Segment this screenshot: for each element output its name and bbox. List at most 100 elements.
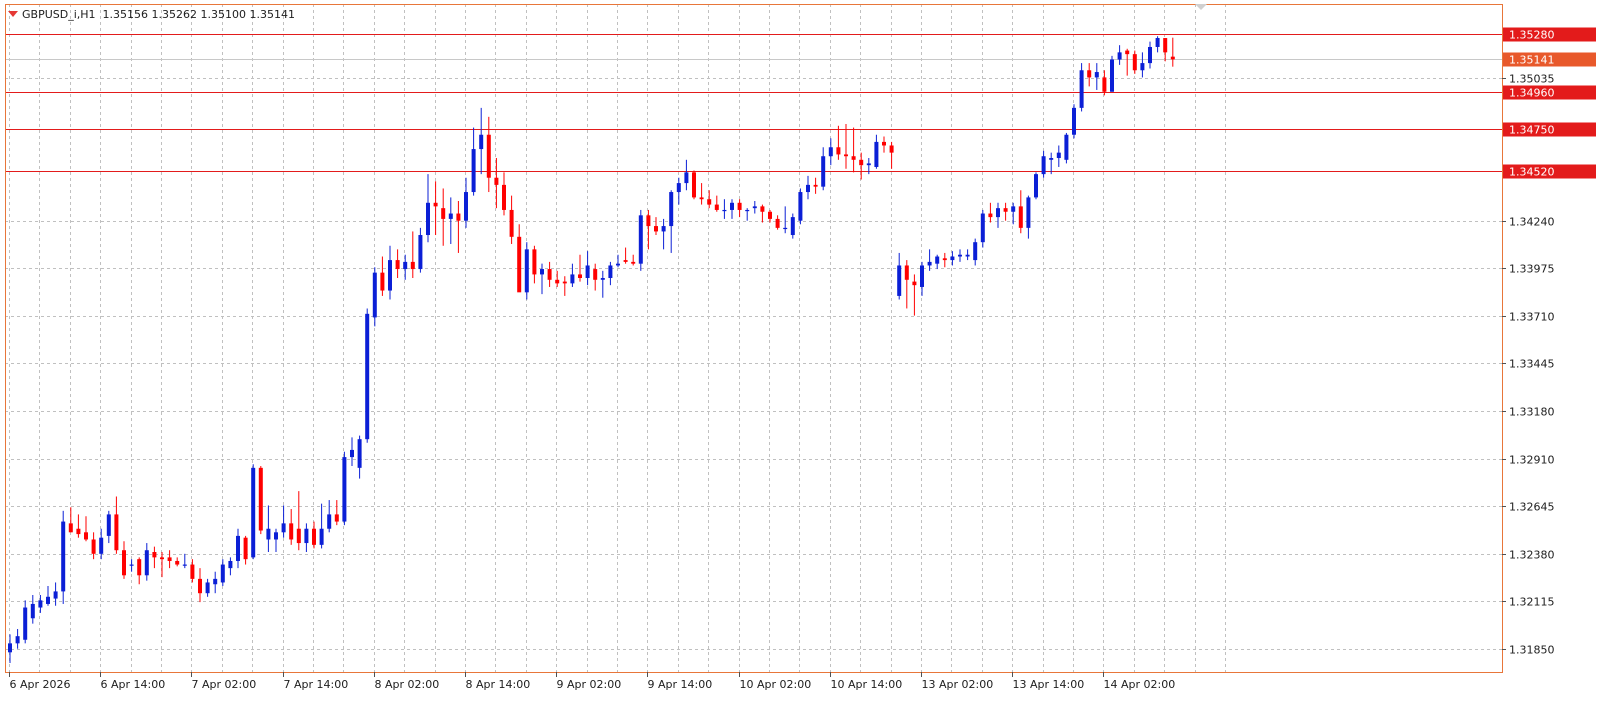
candle-body xyxy=(783,227,788,230)
candle-body xyxy=(813,184,818,187)
candle-body xyxy=(1163,38,1168,53)
candle xyxy=(91,532,96,560)
y-tick-label: 1.31850 xyxy=(1509,644,1555,657)
candle xyxy=(935,254,940,270)
candle-body xyxy=(669,192,674,227)
candle-body xyxy=(980,213,985,243)
candle-body xyxy=(509,209,514,237)
candle-body xyxy=(600,278,605,280)
candle-body xyxy=(243,537,248,560)
candle xyxy=(1026,195,1031,239)
hline-price-tag xyxy=(1503,27,1596,42)
candle-body xyxy=(1170,56,1175,60)
candle-body xyxy=(1117,52,1122,60)
candle xyxy=(205,578,210,597)
candle xyxy=(1140,52,1145,78)
candle xyxy=(190,559,195,583)
candle xyxy=(380,256,385,296)
candle xyxy=(616,254,620,268)
candle xyxy=(296,491,301,551)
x-tick-label: 10 Apr 02:00 xyxy=(740,678,812,691)
candle xyxy=(676,177,681,205)
x-tick-label: 7 Apr 14:00 xyxy=(284,678,349,691)
collapse-triangle-icon[interactable] xyxy=(8,11,18,17)
bid-price-tag xyxy=(1503,52,1596,67)
candle-body xyxy=(661,226,666,232)
candle-body xyxy=(426,202,430,236)
x-tick-label: 7 Apr 02:00 xyxy=(192,678,257,691)
candle-body xyxy=(266,528,271,540)
candle-body xyxy=(334,514,339,522)
candle xyxy=(661,218,666,250)
candle-body xyxy=(236,535,240,561)
candle xyxy=(927,249,932,271)
x-tick-label: 6 Apr 2026 xyxy=(10,678,71,691)
candle xyxy=(410,231,415,279)
y-tick-label: 1.32645 xyxy=(1509,501,1555,514)
candle-body xyxy=(198,578,202,594)
candle xyxy=(426,174,430,243)
candle-body xyxy=(38,600,43,608)
candle xyxy=(144,543,149,581)
candle xyxy=(1056,145,1061,167)
x-tick-label: 9 Apr 02:00 xyxy=(557,678,622,691)
candle-body xyxy=(274,532,278,540)
time-axis: 6 Apr 2026 6 Apr 14:00 7 Apr 02:00 7 Apr 14… xyxy=(9,672,1175,691)
candle-body xyxy=(502,184,506,210)
candle-body xyxy=(1003,208,1008,212)
candle-body xyxy=(927,261,932,266)
y-tick-label: 1.32115 xyxy=(1509,596,1555,609)
candle-body xyxy=(1148,46,1152,64)
candle xyxy=(395,249,400,279)
y-tick-label: 1.33180 xyxy=(1509,406,1555,419)
candle xyxy=(562,276,567,296)
candle xyxy=(1102,70,1107,96)
candle xyxy=(889,141,894,169)
candle-body xyxy=(562,281,567,284)
x-tick-label: 13 Apr 14:00 xyxy=(1013,678,1085,691)
candle xyxy=(882,136,886,153)
y-tick-label: 1.35035 xyxy=(1509,73,1555,86)
candle-body xyxy=(623,260,628,262)
candle xyxy=(448,197,453,244)
hline-price-label: 1.34750 xyxy=(1509,124,1555,137)
candle-body xyxy=(524,249,529,293)
candle xyxy=(593,263,598,291)
candle-body xyxy=(182,564,187,566)
candle xyxy=(547,261,552,287)
x-tick-label: 8 Apr 14:00 xyxy=(466,678,531,691)
price-axis: 1.31850 1.32115 1.32380 1.32645 1.32910 1.331… xyxy=(1502,27,1596,657)
candle-body xyxy=(53,591,58,599)
candle xyxy=(175,557,180,567)
candle xyxy=(129,559,134,572)
candle xyxy=(950,251,955,266)
candle-body xyxy=(889,145,894,153)
horizontal-lines[interactable] xyxy=(5,34,1502,172)
candle xyxy=(699,183,704,205)
candle xyxy=(752,200,757,214)
candle xyxy=(578,254,582,282)
candle-body xyxy=(1064,134,1069,160)
candle xyxy=(281,505,286,538)
candle-body xyxy=(319,528,324,545)
candle-body xyxy=(296,528,301,544)
candle-body xyxy=(289,523,294,540)
candle-body xyxy=(418,235,423,270)
candle-body xyxy=(1018,206,1023,228)
candle xyxy=(23,600,28,644)
candle xyxy=(160,552,164,578)
candle xyxy=(182,553,187,569)
candle xyxy=(258,466,263,535)
candle-body xyxy=(988,213,993,218)
candle xyxy=(874,134,879,169)
candle xyxy=(372,267,377,327)
candle-body xyxy=(448,213,453,219)
hline-price-label: 1.35280 xyxy=(1509,29,1555,42)
candle xyxy=(15,629,20,649)
y-tick-label: 1.33445 xyxy=(1509,358,1555,371)
candle xyxy=(1155,36,1160,53)
ohlc-readout: 1.35156 1.35262 1.35100 1.35141 xyxy=(102,8,295,21)
x-tick-label: 13 Apr 02:00 xyxy=(922,678,994,691)
candle xyxy=(1079,63,1084,112)
